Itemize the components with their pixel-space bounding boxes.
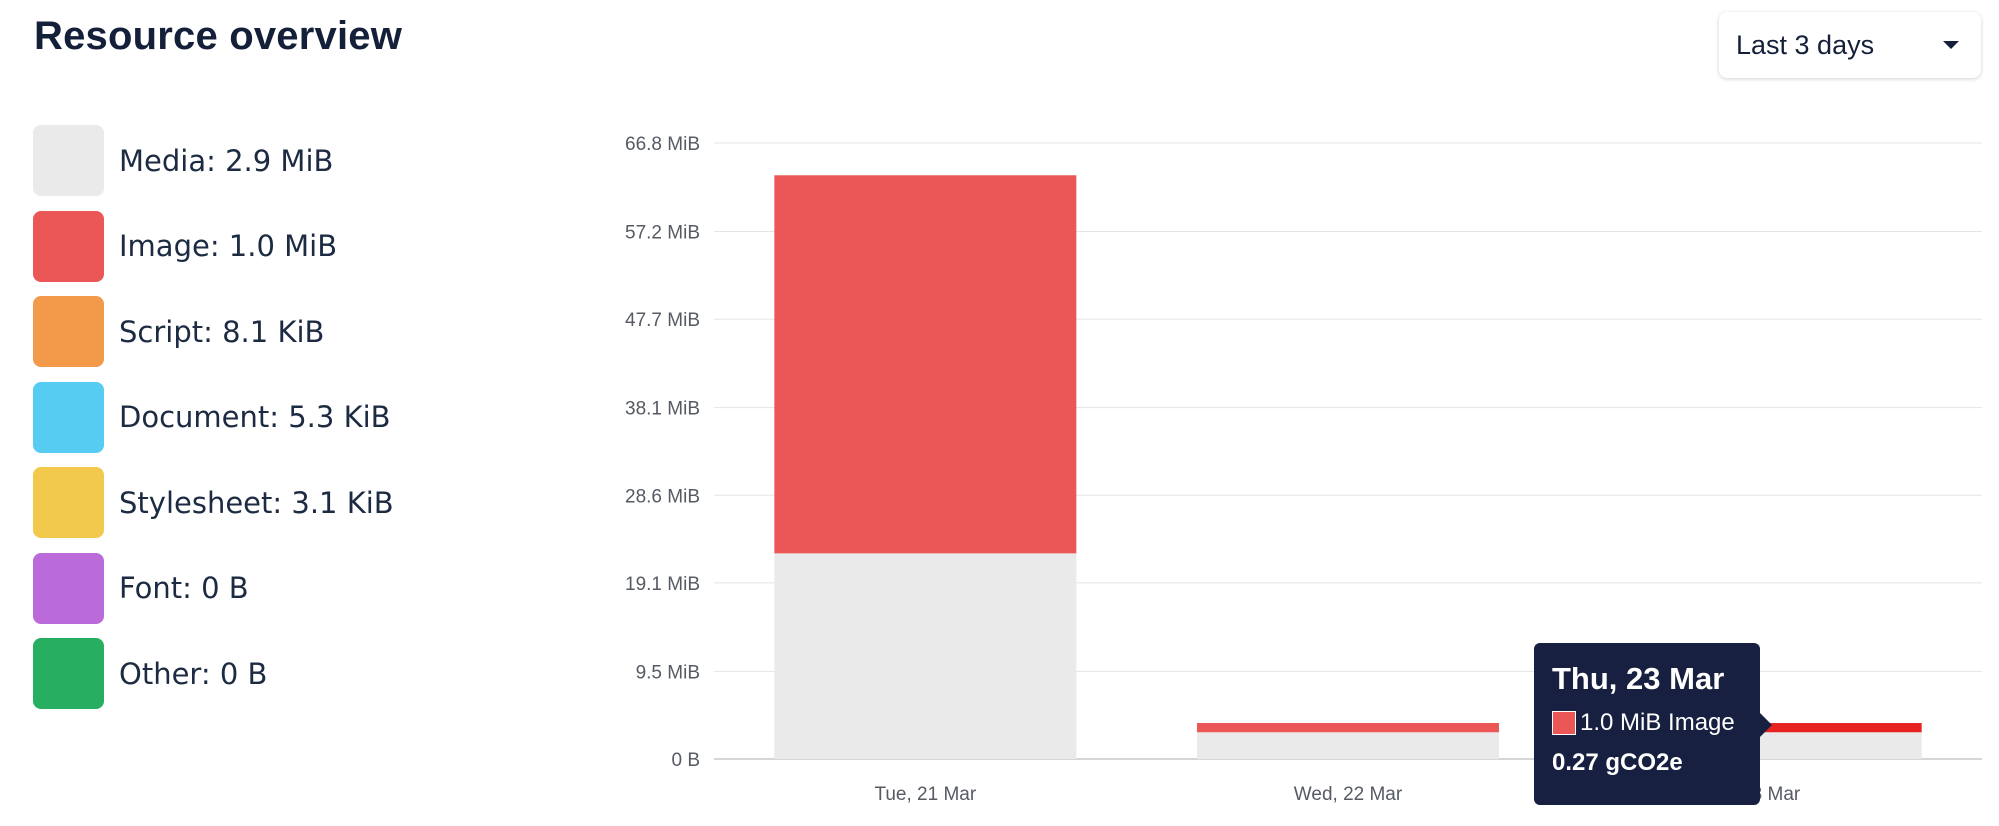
date-range-select[interactable]: Last 3 days — [1719, 12, 1981, 78]
x-tick-label: Tue, 21 Mar — [874, 784, 976, 805]
legend-swatch — [33, 467, 104, 538]
page-title: Resource overview — [34, 14, 403, 58]
bar-image — [1197, 723, 1499, 733]
legend-label: Stylesheet: 3.1 KiB — [119, 485, 394, 520]
tooltip-co2: 0.27 gCO2e — [1552, 749, 1683, 776]
legend-swatch — [33, 638, 104, 709]
chevron-down-icon — [1943, 41, 1959, 49]
legend-item-font: Font: 0 B — [33, 552, 394, 624]
legend-label: Document: 5.3 KiB — [119, 400, 391, 434]
legend-item-other: Other: 0 B — [33, 638, 394, 709]
legend-swatch — [33, 552, 104, 624]
y-tick-label: 57.2 MiB — [625, 223, 700, 244]
y-tick-label: 28.6 MiB — [625, 486, 700, 507]
legend-swatch — [33, 296, 104, 367]
legend-swatch — [33, 381, 104, 453]
y-tick-label: 19.1 MiB — [625, 574, 700, 595]
legend-label: Script: 8.1 KiB — [119, 314, 325, 349]
y-tick-label: 66.8 MiB — [625, 134, 700, 155]
legend-item-media: Media: 2.9 MiB — [33, 125, 394, 196]
y-tick-label: 0 B — [671, 750, 700, 771]
legend-label: Font: 0 B — [119, 571, 249, 605]
legend-swatch — [33, 210, 104, 282]
bar-image — [774, 175, 1077, 554]
resource-legend: Media: 2.9 MiB Image: 1.0 MiB Script: 8.… — [33, 125, 394, 724]
tooltip-row: 1.0 MiB Image — [1552, 709, 1742, 737]
bar-media — [1197, 732, 1499, 759]
x-tick-label: Wed, 22 Mar — [1294, 784, 1403, 805]
legend-label: Image: 1.0 MiB — [119, 229, 338, 263]
chart-tooltip: Thu, 23 Mar 1.0 MiB Image 0.27 gCO2e — [1534, 643, 1772, 805]
legend-item-document: Document: 5.3 KiB — [33, 381, 394, 453]
y-tick-label: 47.7 MiB — [625, 310, 700, 331]
tooltip-title: Thu, 23 Mar — [1552, 661, 1725, 696]
legend-item-script: Script: 8.1 KiB — [33, 296, 394, 367]
date-range-value: Last 3 days — [1736, 29, 1875, 60]
y-tick-label: 9.5 MiB — [636, 662, 700, 683]
legend-label: Media: 2.9 MiB — [119, 143, 334, 178]
bar-media — [774, 553, 1077, 759]
legend-swatch — [33, 125, 104, 196]
tooltip-row-label: 1.0 MiB Image — [1580, 709, 1735, 736]
legend-item-stylesheet: Stylesheet: 3.1 KiB — [33, 467, 394, 538]
legend-label: Other: 0 B — [119, 656, 268, 691]
tooltip-swatch — [1552, 711, 1576, 735]
legend-item-image: Image: 1.0 MiB — [33, 210, 394, 282]
y-tick-label: 38.1 MiB — [625, 399, 700, 420]
